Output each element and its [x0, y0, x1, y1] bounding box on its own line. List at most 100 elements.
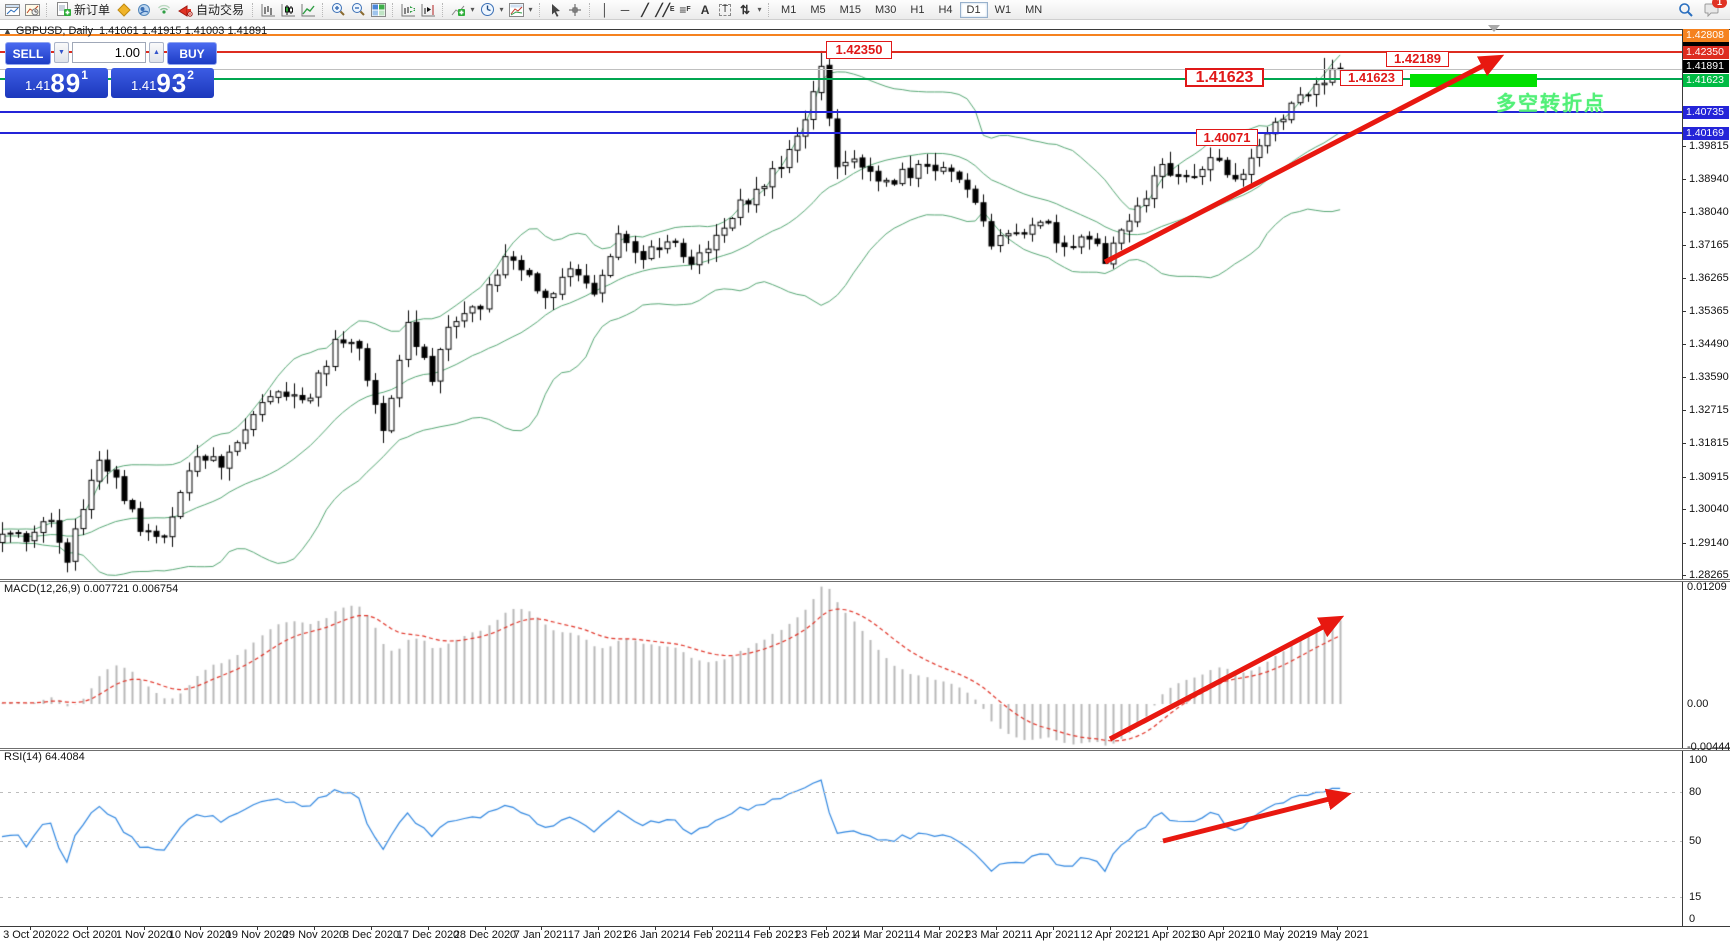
sell-button[interactable]: SELL: [5, 42, 51, 65]
time-axis-label: 23 Feb 2021: [795, 929, 857, 941]
zoom-in-button[interactable]: [328, 1, 348, 19]
price-callout-box[interactable]: 1.42189: [1386, 51, 1449, 67]
trendline-button[interactable]: ╱: [641, 2, 649, 17]
time-axis-border: [0, 926, 1730, 927]
timeframe-group: M1 M5 M15 M30 H1 H4 D1 W1 MN: [774, 1, 1049, 18]
tile-windows-button[interactable]: [368, 1, 388, 19]
price-axis-tick: 1.38040: [1689, 206, 1729, 218]
volume-input[interactable]: [72, 42, 146, 63]
templates-dropdown[interactable]: ▾: [528, 5, 533, 14]
timeframe-m30[interactable]: M30: [868, 2, 903, 18]
price-axis-line: [1682, 29, 1683, 927]
timeframe-m15[interactable]: M15: [833, 2, 868, 18]
time-axis-label: 12 Apr 2021: [1080, 929, 1140, 941]
price-axis-tick: 1.38940: [1689, 173, 1729, 185]
price-callout-box[interactable]: 1.41623: [1340, 70, 1403, 86]
notification-badge: 1: [1712, 0, 1727, 8]
buy-price[interactable]: 1.41 93 2: [111, 68, 214, 98]
hline-support-blue-1[interactable]: [0, 111, 1682, 113]
periods-button[interactable]: [477, 1, 497, 19]
ohlc-close: 1.41891: [227, 25, 268, 37]
timeframe-m5[interactable]: M5: [803, 2, 832, 18]
channel-button[interactable]: ╱╱ E: [655, 2, 675, 17]
timeframe-h4[interactable]: H4: [931, 2, 959, 18]
sell-price[interactable]: 1.41 89 1: [5, 68, 108, 98]
macd-pane-splitter[interactable]: [0, 579, 1730, 582]
price-callout-box[interactable]: 1.40071: [1196, 129, 1258, 146]
volume-decrease-button[interactable]: ▼: [54, 42, 69, 63]
timeframe-d1[interactable]: D1: [959, 1, 988, 18]
search-icon[interactable]: [1676, 1, 1696, 19]
auto-scroll-button[interactable]: [398, 1, 418, 19]
indicators-button[interactable]: [448, 1, 468, 19]
timeframe-w1[interactable]: W1: [988, 2, 1019, 18]
templates-button[interactable]: [506, 1, 526, 19]
volume-increase-button[interactable]: ▲: [149, 42, 164, 63]
text-button[interactable]: A: [700, 2, 710, 17]
arrows-tool-dropdown[interactable]: ▾: [757, 5, 762, 14]
hline-support-blue-2[interactable]: [0, 132, 1682, 134]
time-axis-label: 10 May 2021: [1248, 929, 1312, 941]
buy-button[interactable]: BUY: [167, 42, 217, 65]
toolbar-separator: [252, 2, 254, 17]
arrows-tool-button[interactable]: ⇅: [740, 2, 751, 17]
timeframe-m1[interactable]: M1: [774, 2, 803, 18]
line-chart-button[interactable]: [298, 1, 318, 19]
profiles-button[interactable]: [22, 1, 42, 19]
macd-scale-tick: 0.01209: [1687, 581, 1727, 593]
collapse-chart-button[interactable]: ▲: [3, 26, 12, 36]
horizontal-line-button[interactable]: ─: [620, 2, 630, 17]
price-axis-tick-mark: [1682, 146, 1686, 147]
metaeditor-button[interactable]: [114, 1, 134, 19]
signals-button[interactable]: [154, 1, 174, 19]
hline-resistance-orange[interactable]: [0, 34, 1682, 36]
zoom-out-button[interactable]: [348, 1, 368, 19]
indicators-dropdown[interactable]: ▾: [470, 5, 475, 14]
price-callout-box[interactable]: 1.42350: [826, 41, 892, 59]
rsi-pane-splitter[interactable]: [0, 748, 1730, 751]
timeframe-h1[interactable]: H1: [903, 2, 931, 18]
time-axis-label: 4 Feb 2021: [684, 929, 740, 941]
crosshair-button[interactable]: [565, 1, 585, 19]
macd-label: MACD(12,26,9) 0.007721 0.006754: [4, 583, 179, 595]
rsi-scale-tick: 0: [1689, 913, 1696, 925]
candlestick-chart-button[interactable]: [278, 1, 298, 19]
terminal-button[interactable]: [134, 1, 154, 19]
autotrading-label: 自动交易: [196, 3, 245, 17]
vertical-line-button[interactable]: │: [601, 2, 609, 17]
text-label-button[interactable]: T: [715, 1, 735, 19]
price-badge-bid-line: 1.41891: [1683, 59, 1729, 73]
rsi-level-line: [0, 897, 1682, 898]
price-callout-box[interactable]: 1.41623: [1185, 68, 1264, 87]
time-axis-tick-mark: [1280, 927, 1281, 930]
rsi-level-line: [0, 792, 1682, 793]
new-order-button[interactable]: 新订单: [52, 1, 114, 19]
fibonacci-button[interactable]: ≡ F: [679, 2, 691, 17]
price-axis-tick-mark: [1682, 344, 1686, 345]
timeframe-mn[interactable]: MN: [1018, 2, 1049, 18]
time-axis-label: 7 Jan 2021: [513, 929, 569, 941]
time-axis-label: 3 Oct 2020: [3, 929, 57, 941]
autotrading-button[interactable]: 自动交易: [174, 1, 248, 19]
bar-chart-button[interactable]: [258, 1, 278, 19]
periods-dropdown[interactable]: ▾: [499, 5, 504, 14]
new-chart-button[interactable]: [2, 1, 22, 19]
time-axis-tick-mark: [485, 927, 486, 930]
hline-bid-line[interactable]: [0, 68, 1682, 70]
chart-shift-button[interactable]: [418, 1, 438, 19]
time-axis-label: 14 Feb 2021: [738, 929, 800, 941]
toolbar-right: 1: [1676, 0, 1730, 19]
hline-support-green[interactable]: [0, 78, 1682, 80]
rsi-label: RSI(14) 64.4084: [4, 751, 85, 763]
cursor-button[interactable]: [545, 1, 565, 19]
toolbar-separator: [392, 2, 394, 17]
turning-point-text[interactable]: 多空转折点: [1496, 93, 1606, 115]
community-icon[interactable]: 1: [1702, 0, 1727, 19]
time-axis-tick-mark: [371, 927, 372, 930]
highlight-rectangle[interactable]: [1410, 74, 1537, 87]
price-axis-tick: 1.31815: [1689, 437, 1729, 449]
price-badge-support-green: 1.41623: [1683, 73, 1729, 87]
